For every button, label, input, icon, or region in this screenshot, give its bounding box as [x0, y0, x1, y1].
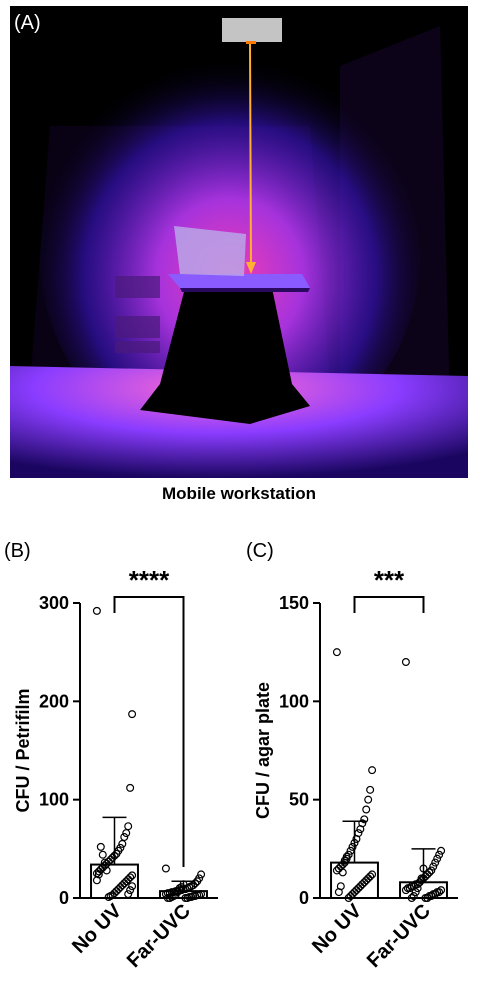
data-point: [425, 892, 434, 901]
data-point: [407, 894, 416, 903]
y-tick-label: 150: [279, 593, 309, 613]
x-tick-label: Far-UVC: [363, 900, 435, 972]
data-point: [96, 842, 105, 851]
data-point: [122, 829, 131, 838]
data-point: [340, 856, 349, 865]
data-point: [360, 815, 369, 824]
data-point: [344, 894, 353, 903]
data-point: [429, 890, 438, 899]
data-point: [413, 884, 422, 893]
data-point: [431, 858, 440, 867]
data-point: [126, 886, 135, 895]
data-point: [366, 785, 375, 794]
data-point: [346, 892, 355, 901]
data-point: [421, 894, 430, 903]
workstation-scene: [10, 6, 468, 478]
significance-bracket: [353, 596, 425, 613]
data-point: [348, 842, 357, 851]
y-tick-label: 200: [39, 691, 69, 711]
data-point: [346, 846, 355, 855]
data-point: [411, 880, 420, 889]
y-axis-label: CFU / agar plate: [253, 682, 273, 819]
y-tick-label: 0: [59, 888, 69, 908]
data-point: [411, 888, 420, 897]
data-point: [124, 822, 133, 831]
data-point: [181, 894, 190, 903]
significance-stars: ****: [129, 565, 170, 595]
data-point: [419, 864, 428, 873]
data-point: [401, 657, 410, 666]
data-point: [175, 884, 184, 893]
significance-stars: ***: [374, 565, 405, 595]
significance-bracket: [113, 596, 185, 867]
data-point: [128, 882, 137, 891]
x-tick-label: No UV: [308, 900, 366, 958]
y-tick-label: 100: [279, 691, 309, 711]
data-point: [437, 886, 446, 895]
data-point: [94, 867, 103, 876]
workstation-desktop: [168, 274, 310, 288]
data-point: [338, 868, 347, 877]
data-point: [102, 866, 111, 875]
panel-b-label: (B): [4, 540, 31, 562]
laptop: [174, 226, 246, 276]
data-point: [433, 854, 442, 863]
data-point: [364, 795, 373, 804]
data-point: [433, 888, 442, 897]
data-point: [332, 648, 341, 657]
data-point: [368, 766, 377, 775]
panel-c-label: (C): [246, 540, 274, 562]
data-point: [92, 876, 101, 885]
data-point: [104, 893, 113, 902]
data-point: [124, 890, 133, 899]
data-point: [429, 862, 438, 871]
data-point: [350, 838, 359, 847]
data-point: [92, 606, 101, 615]
data-point: [356, 825, 365, 834]
data-point: [437, 846, 446, 855]
data-point: [163, 894, 172, 903]
y-tick-label: 0: [299, 888, 309, 908]
data-point: [126, 783, 135, 792]
data-point: [401, 886, 410, 895]
far-uvc-lamp: [222, 18, 282, 42]
data-point: [417, 874, 426, 883]
panel-a-label: (A): [14, 12, 41, 34]
workstation-pedestal: [140, 288, 310, 424]
data-point: [362, 805, 371, 814]
data-point: [342, 852, 351, 861]
y-tick-label: 300: [39, 593, 69, 613]
data-point: [409, 892, 418, 901]
x-tick-label: No UV: [68, 900, 126, 958]
data-point: [344, 850, 353, 859]
data-point: [403, 884, 412, 893]
data-point: [100, 858, 109, 867]
workstation-render-image: [10, 6, 468, 478]
y-tick-label: 100: [39, 790, 69, 810]
y-axis-label: CFU / Petrifilm: [13, 688, 33, 812]
uv-beam-arrow: [249, 41, 252, 269]
data-point: [435, 850, 444, 859]
data-point: [161, 864, 170, 873]
data-point: [128, 710, 137, 719]
panel-a-caption: Mobile workstation: [162, 484, 316, 503]
data-point: [98, 850, 107, 859]
data-point: [118, 839, 127, 848]
data-point: [334, 888, 343, 897]
data-point: [197, 870, 206, 879]
x-tick-label: Far-UVC: [123, 900, 195, 972]
y-tick-label: 50: [289, 790, 309, 810]
data-point: [352, 835, 361, 844]
